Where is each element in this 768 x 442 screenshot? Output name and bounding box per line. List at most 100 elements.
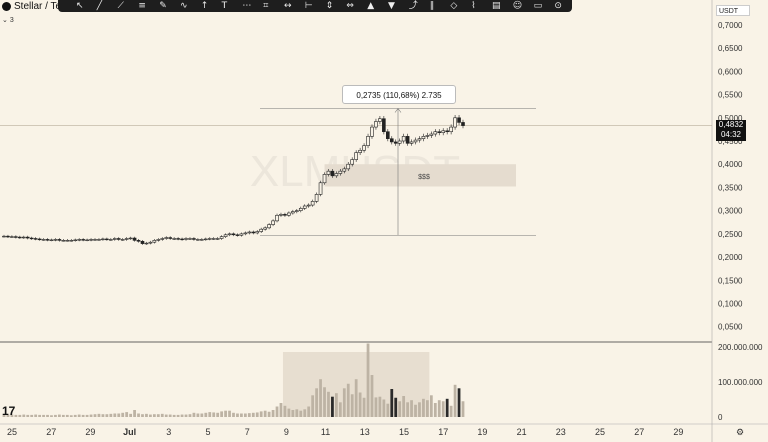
annotation-boxes: $$$: [0, 125, 712, 417]
symbol-legend[interactable]: Stellar / Te: [2, 1, 61, 12]
volume-bar: [97, 413, 101, 417]
volume-bar: [85, 414, 89, 417]
candles: [2, 115, 465, 245]
volume-bar: [188, 414, 192, 417]
line-icon[interactable]: ╱: [96, 1, 103, 11]
volume-bar: [334, 393, 338, 417]
text-icon[interactable]: T: [221, 1, 228, 11]
volume-bar: [461, 401, 465, 417]
volume-bar: [224, 410, 227, 417]
volume-bar: [113, 413, 117, 417]
volume-bar: [374, 397, 378, 417]
note-icon[interactable]: ▭: [533, 1, 543, 11]
volume-bar: [65, 414, 69, 417]
interval-toggle[interactable]: ⌄ 3: [2, 17, 14, 24]
cursor-icon[interactable]: ↖: [76, 1, 84, 11]
candle: [287, 212, 291, 216]
anchored-vwap-icon[interactable]: ⌇: [471, 1, 476, 11]
channel-icon[interactable]: ≡: [138, 1, 146, 11]
price-tick-label: 0,1000: [718, 300, 743, 309]
volume-bar: [366, 343, 370, 417]
volume-bar: [283, 405, 287, 417]
candle: [109, 239, 113, 241]
ruler-icon[interactable]: ⊢: [304, 1, 313, 11]
trendline-icon[interactable]: ⟋: [117, 1, 124, 11]
symbol-name: Stellar / Te: [14, 1, 62, 12]
candle: [93, 239, 97, 241]
projection-icon[interactable]: ◇: [450, 1, 458, 11]
volume-bar: [200, 413, 204, 417]
candle: [275, 214, 279, 222]
short-position-icon[interactable]: ▼: [388, 1, 395, 11]
magnet-icon[interactable]: ⊙: [554, 1, 562, 11]
fib-icon[interactable]: ⋯: [242, 1, 252, 11]
volume-tick-label: 200.000.000: [718, 343, 763, 352]
volume-bar: [287, 408, 291, 417]
candle: [10, 236, 14, 238]
candle: [267, 224, 271, 229]
volume-bar: [319, 379, 322, 417]
candle: [350, 159, 355, 165]
volume-bar: [323, 387, 326, 417]
volume-bar: [212, 412, 216, 417]
volume-bar: [441, 401, 445, 417]
candle: [33, 238, 38, 240]
volume-bar: [129, 413, 133, 417]
candle: [318, 182, 323, 195]
candle: [330, 170, 335, 177]
volume-tick-label: 0: [718, 413, 723, 422]
candle: [6, 235, 10, 238]
long-position-icon[interactable]: ▲: [367, 1, 375, 11]
measure-arrow-icon: [394, 108, 402, 113]
volume-bar: [192, 412, 196, 417]
candle: [136, 240, 141, 242]
time-tick-label: 3: [166, 427, 171, 437]
price-range-icon[interactable]: ⇕: [325, 1, 334, 11]
candle: [342, 168, 347, 172]
gear-icon[interactable]: ⚙: [736, 427, 745, 437]
candle: [49, 239, 54, 241]
pattern-icon[interactable]: ⌗: [263, 1, 269, 11]
candle: [445, 130, 449, 133]
measure-icon[interactable]: ↔: [284, 1, 292, 11]
tradingview-logo[interactable]: 17: [2, 404, 16, 418]
volume-bar: [164, 414, 168, 417]
candle: [393, 141, 398, 144]
time-tick-label: 13: [360, 427, 370, 437]
volume-bar: [378, 396, 382, 417]
currency-unit-selector[interactable]: USDT: [716, 5, 750, 16]
volume-bar: [279, 403, 283, 417]
pen-icon[interactable]: ✎: [159, 1, 167, 11]
candle: [370, 126, 374, 137]
volume-bar: [204, 412, 208, 417]
candle: [461, 122, 465, 126]
volume-bar: [38, 414, 41, 417]
candle: [176, 238, 180, 240]
volume-profile-icon[interactable]: ▤: [492, 1, 501, 11]
time-tick-label: 27: [46, 427, 56, 437]
volume-bar: [267, 411, 271, 417]
volume-bars: [2, 343, 465, 417]
candle: [97, 239, 101, 241]
time-axis: 25 27 29 Jul 3 5 7 9 11 13 15 17 19 21 23 25 27 29: [7, 427, 683, 437]
forecast-icon[interactable]: ⤴: [408, 1, 418, 11]
volume-bar: [331, 396, 334, 417]
volume-bar: [180, 414, 184, 417]
date-range-icon[interactable]: ⇔: [346, 1, 354, 11]
arrow-icon[interactable]: ↑: [200, 1, 209, 11]
price-tick-label: 0,5000: [718, 114, 743, 123]
candle: [239, 233, 244, 236]
icon-icon[interactable]: ☺: [512, 1, 523, 11]
brush-icon[interactable]: ∿: [180, 1, 188, 11]
volume-bar: [429, 395, 433, 417]
price-tick-label: 0,3500: [718, 183, 743, 192]
time-tick-label: 21: [517, 427, 527, 437]
volume-bar: [50, 415, 53, 417]
candle: [101, 238, 105, 241]
candle: [366, 136, 370, 146]
bars-pattern-icon[interactable]: ∥: [429, 1, 435, 11]
candle: [128, 237, 133, 240]
candle: [235, 234, 240, 236]
